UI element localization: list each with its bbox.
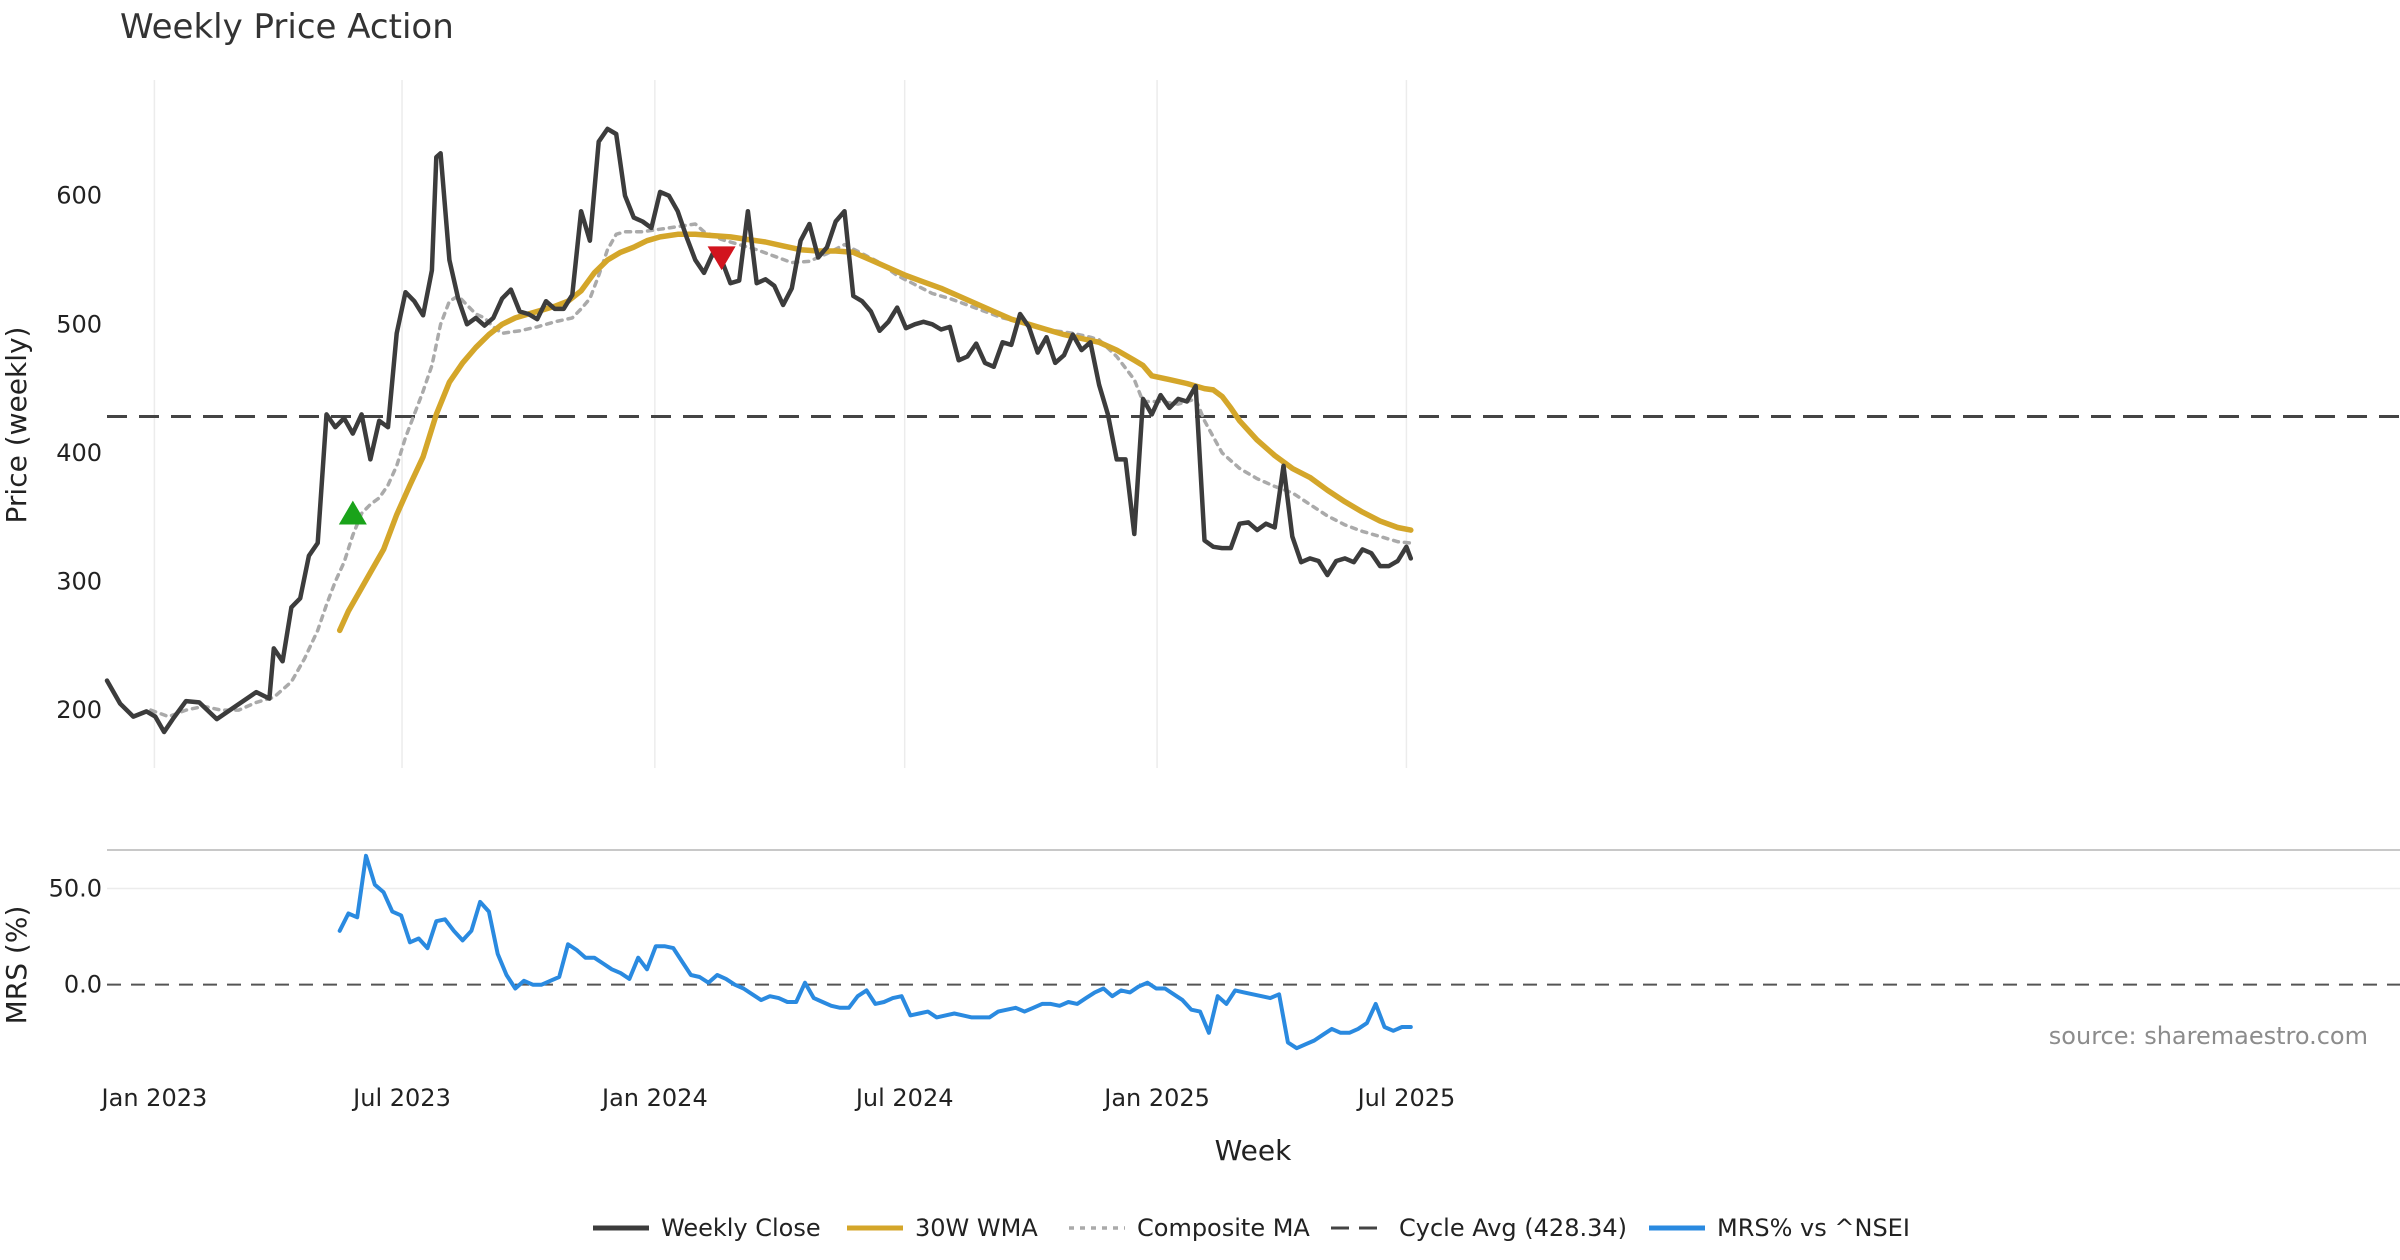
source-watermark: source: sharemaestro.com — [2049, 1022, 2368, 1050]
series-layer — [104, 126, 2400, 1051]
legend-item: Cycle Avg (428.34) — [1331, 1214, 1627, 1242]
x-tick-label: Jan 2025 — [1102, 1084, 1210, 1112]
legend-label: Cycle Avg (428.34) — [1399, 1214, 1627, 1242]
legend-item: MRS% vs ^NSEI — [1649, 1214, 1910, 1242]
x-tick-label: Jul 2025 — [1356, 1084, 1456, 1112]
mrs-tick-label: 0.0 — [64, 971, 102, 999]
x-tick-label: Jan 2024 — [600, 1084, 708, 1112]
buy-signal-marker — [338, 500, 367, 525]
x-tick-label: Jul 2024 — [854, 1084, 954, 1112]
x-tick-label: Jan 2023 — [100, 1084, 208, 1112]
legend-item: 30W WMA — [847, 1214, 1038, 1242]
legend-label: Composite MA — [1137, 1214, 1310, 1242]
legend: Weekly Close 30W WMA Composite MA Cycle Avg… — [593, 1214, 1910, 1242]
legend-label: MRS% vs ^NSEI — [1717, 1214, 1910, 1242]
legend-label: Weekly Close — [661, 1214, 821, 1242]
mrs-line — [337, 853, 1413, 1051]
x-axis-label: Week — [1215, 1134, 1292, 1167]
price-tick-label: 200 — [56, 696, 102, 724]
price-tick-label: 500 — [56, 310, 102, 338]
price-axis-label: Price (weekly) — [0, 327, 33, 524]
sell-signal-marker — [707, 246, 736, 271]
mrs-tick-label: 50.0 — [49, 874, 102, 902]
weekly-close-line — [104, 126, 1414, 735]
legend-item: Weekly Close — [593, 1214, 821, 1242]
mrs-axis-label: MRS (%) — [0, 906, 33, 1025]
chart-title: Weekly Price Action — [120, 7, 454, 47]
price-tick-label: 400 — [56, 439, 102, 467]
grid-layer — [107, 80, 2400, 890]
legend-label: 30W WMA — [915, 1214, 1038, 1242]
price-tick-label: 600 — [56, 182, 102, 210]
wma-30w-line — [336, 231, 1414, 634]
price-tick-label: 300 — [56, 568, 102, 596]
x-tick-label: Jul 2023 — [351, 1084, 451, 1112]
legend-item: Composite MA — [1069, 1214, 1310, 1242]
axis-layer: Jan 2023 Jul 2023 Jan 2024 Jul 2024 Jan 2025… — [49, 182, 1456, 1112]
